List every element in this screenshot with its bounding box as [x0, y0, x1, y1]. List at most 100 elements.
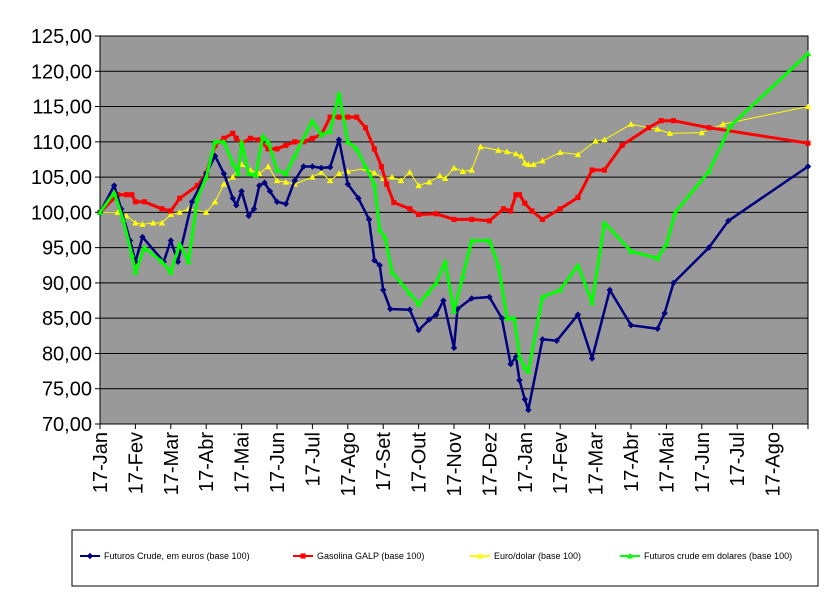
data-point [371, 169, 378, 176]
data-point [627, 322, 635, 329]
data-point [553, 337, 560, 344]
data-point [646, 125, 652, 131]
data-point [510, 314, 518, 321]
data-point [606, 286, 613, 294]
data-point [344, 180, 351, 188]
series-0 [96, 136, 812, 414]
data-point [110, 182, 118, 189]
data-point [335, 136, 343, 143]
data-point [139, 221, 146, 227]
data-point [336, 114, 342, 120]
data-point [619, 142, 625, 148]
data-point [126, 237, 134, 244]
legend-marker [300, 553, 306, 559]
data-point [525, 367, 532, 374]
data-point [557, 206, 563, 212]
data-point [141, 199, 147, 205]
data-point [440, 297, 447, 304]
data-point [220, 138, 228, 145]
data-point [318, 168, 325, 175]
data-point [415, 182, 422, 189]
x-tick-label: 17-Jul [302, 432, 324, 486]
data-point [174, 258, 182, 265]
data-point [203, 209, 210, 215]
data-point [238, 188, 245, 195]
x-tick-label: 17-Mar [586, 432, 608, 496]
data-point [167, 237, 174, 244]
data-point [518, 152, 525, 159]
data-point [441, 258, 449, 265]
data-point [371, 146, 377, 152]
data-point [495, 262, 502, 268]
data-point [459, 272, 467, 279]
data-point [521, 159, 528, 166]
data-point [381, 233, 389, 240]
data-point [468, 237, 475, 244]
data-point [132, 199, 138, 205]
x-tick-label: 17-Ago [338, 432, 360, 497]
data-point [529, 208, 535, 214]
data-point [433, 279, 440, 286]
data-point [804, 163, 812, 170]
data-point [282, 178, 290, 185]
data-point [588, 355, 596, 362]
data-point [574, 151, 582, 158]
data-point [705, 168, 713, 175]
data-point [176, 209, 183, 215]
data-point [627, 247, 635, 254]
data-point [273, 198, 281, 205]
data-point [516, 353, 523, 360]
data-point [123, 212, 130, 219]
data-point [371, 180, 378, 187]
data-point [309, 135, 315, 141]
data-point [503, 148, 511, 155]
data-point [666, 130, 674, 136]
data-point [326, 177, 334, 184]
data-point [238, 138, 245, 145]
data-point [574, 262, 582, 268]
x-tick-label: 17-Jan [90, 432, 112, 493]
data-point [441, 175, 449, 182]
x-tick-label: 17-Mar [161, 432, 183, 496]
data-point [805, 140, 811, 146]
data-point [670, 118, 677, 124]
data-point [344, 138, 351, 145]
data-point [110, 189, 118, 196]
data-point [459, 168, 467, 175]
data-point [318, 131, 325, 138]
data-point [96, 209, 104, 215]
data-point [384, 181, 390, 187]
data-point [211, 138, 219, 145]
x-tick-label: 17-Abr [621, 432, 643, 492]
y-tick-label: 90,00 [42, 273, 92, 295]
data-point [512, 150, 520, 157]
data-point [436, 172, 444, 179]
x-tick-label: 17-Jun [267, 432, 289, 493]
data-point [158, 258, 166, 265]
data-point [530, 161, 537, 167]
data-point [318, 164, 325, 172]
data-point [388, 173, 396, 180]
legend-marker [86, 552, 94, 560]
data-point [468, 166, 475, 173]
data-point [291, 152, 298, 159]
data-point [469, 216, 475, 222]
x-tick-label: 17-Out [409, 432, 431, 494]
data-point [261, 179, 268, 186]
data-point [539, 293, 546, 300]
data-point [256, 170, 263, 177]
series-line [98, 52, 810, 373]
data-point [220, 170, 228, 177]
data-point [326, 128, 334, 134]
data-point [539, 216, 546, 222]
data-point [245, 212, 252, 220]
x-tick-label: 17-Abr [196, 432, 218, 492]
data-point [601, 219, 608, 226]
y-axis: 125,00 120,00 115,00 110,00 105,00 100,00 95,0… [31, 26, 100, 436]
series-layer [96, 50, 812, 414]
data-point [670, 279, 677, 287]
data-point [282, 170, 290, 177]
data-point [508, 208, 514, 214]
data-point [406, 306, 413, 313]
x-tick-label: 17-Ago [763, 432, 785, 497]
